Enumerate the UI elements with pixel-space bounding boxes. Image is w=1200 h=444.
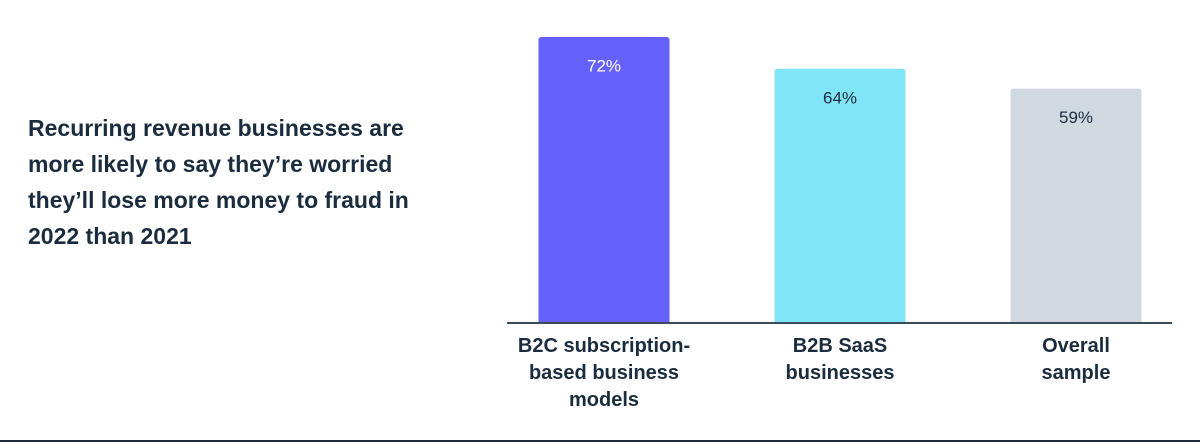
x-tick-label: Overall sample xyxy=(1041,335,1111,384)
value-label: 64% xyxy=(823,88,857,107)
x-tick-label: B2C subscription-based business models xyxy=(517,335,691,411)
value-label: 72% xyxy=(587,56,621,75)
bar xyxy=(774,68,906,324)
bar xyxy=(538,37,670,323)
value-label: 59% xyxy=(1059,108,1093,127)
bar xyxy=(1010,88,1142,323)
chart-title: Recurring revenue businesses are more li… xyxy=(28,115,409,249)
x-tick-label: B2B SaaS businesses xyxy=(785,335,895,384)
